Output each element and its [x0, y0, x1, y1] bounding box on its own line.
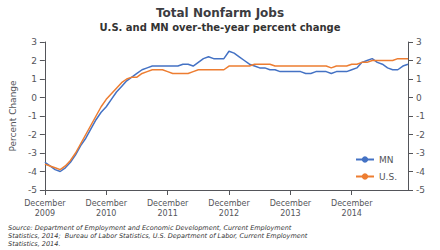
svg-text:Total Nonfarm Jobs: Total Nonfarm Jobs — [156, 6, 284, 20]
svg-text:-5: -5 — [416, 185, 425, 195]
svg-text:3: 3 — [416, 37, 422, 47]
svg-text:0: 0 — [31, 93, 37, 103]
svg-text:Statistics, 2014.: Statistics, 2014. — [8, 240, 60, 248]
svg-text:December: December — [331, 199, 373, 208]
svg-text:Percent Change: Percent Change — [8, 80, 18, 152]
svg-text:-2: -2 — [28, 130, 37, 140]
svg-text:2: 2 — [416, 56, 422, 66]
svg-text:December: December — [270, 199, 312, 208]
svg-text:2: 2 — [31, 56, 37, 66]
svg-text:2010: 2010 — [96, 209, 116, 218]
svg-text:-1: -1 — [28, 111, 37, 121]
svg-text:2012: 2012 — [219, 209, 239, 218]
svg-text:-4: -4 — [416, 167, 425, 177]
svg-text:Statistics, 2014; Bureau of L: Statistics, 2014; Bureau of Labor Statis… — [8, 232, 308, 240]
svg-text:-1: -1 — [416, 111, 425, 121]
svg-text:December: December — [147, 199, 189, 208]
svg-text:-4: -4 — [28, 167, 37, 177]
svg-text:1: 1 — [31, 74, 37, 84]
svg-text:-5: -5 — [28, 185, 37, 195]
svg-text:December: December — [208, 199, 250, 208]
svg-text:-2: -2 — [416, 130, 425, 140]
svg-text:2009: 2009 — [35, 209, 55, 218]
svg-text:2014: 2014 — [342, 209, 362, 218]
svg-text:U.S.: U.S. — [379, 172, 397, 182]
svg-text:Source: Department of Employme: Source: Department of Employment and Eco… — [8, 224, 292, 232]
svg-text:MN: MN — [379, 155, 394, 165]
svg-text:2011: 2011 — [157, 209, 177, 218]
svg-text:December: December — [24, 199, 66, 208]
svg-text:0: 0 — [416, 93, 422, 103]
svg-text:2013: 2013 — [280, 209, 300, 218]
svg-text:U.S. and MN over-the-year perc: U.S. and MN over-the-year percent change — [99, 22, 340, 33]
svg-text:1: 1 — [416, 74, 422, 84]
svg-text:December: December — [86, 199, 128, 208]
svg-text:-3: -3 — [28, 148, 37, 158]
svg-text:-3: -3 — [416, 148, 425, 158]
svg-text:3: 3 — [31, 37, 37, 47]
